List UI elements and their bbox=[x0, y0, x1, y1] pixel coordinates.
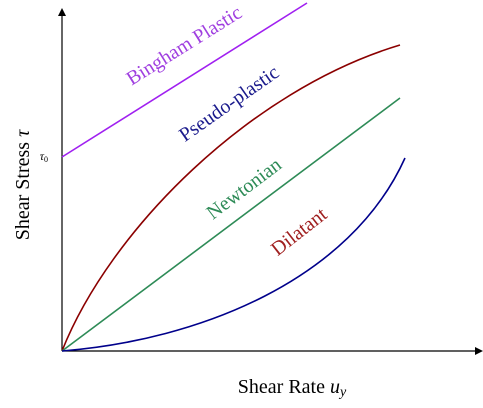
x-axis-label: Shear Rate uy bbox=[238, 376, 347, 401]
y-mark-var: τ bbox=[40, 149, 45, 163]
curve-label: Dilatant bbox=[267, 203, 332, 260]
newtonian-curve bbox=[61, 97, 401, 352]
curve-label: Newtonian bbox=[202, 154, 285, 224]
y-label-text: Shear Stress bbox=[12, 142, 34, 241]
curve-label: Pseudo-plastic bbox=[175, 61, 283, 146]
y-axis-label: Shear Stress τ bbox=[12, 129, 34, 240]
dilatant-curve bbox=[61, 157, 406, 352]
y-mark: τ0 bbox=[40, 149, 48, 164]
x-label-sub: y bbox=[338, 385, 347, 400]
y-mark-sub: 0 bbox=[44, 155, 48, 164]
y-label-var: τ bbox=[12, 129, 34, 137]
bingham-curve bbox=[61, 2, 308, 158]
x-label-text: Shear Rate bbox=[238, 376, 325, 398]
pseudo-plastic-curve bbox=[61, 44, 401, 352]
curve-label: Bingham Plastic bbox=[123, 2, 246, 90]
x-label-var: u bbox=[330, 376, 340, 398]
